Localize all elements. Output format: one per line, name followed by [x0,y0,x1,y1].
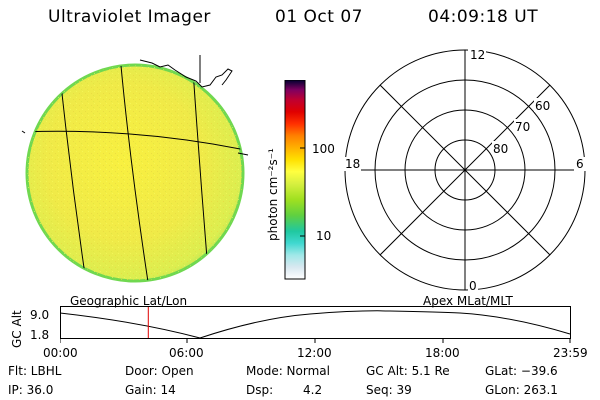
altitude-tick-low: 1.8 [30,328,50,342]
mlt-label-6: 6 [576,157,584,171]
time-tick-1800: 18:00 [425,346,460,360]
lat-label-70: 70 [515,120,530,134]
earth-disk-image [21,55,249,283]
seq-status: Seq: 39 [366,383,412,397]
apex-caption: Apex MLat/MLT [423,294,513,308]
time-tick-2359: 23:59 [553,346,588,360]
dsp-value: 4.2 [303,383,323,397]
filter-status: Flt: LBHL [8,364,62,378]
altitude-tick-high: 9.0 [30,308,50,322]
time-label: 04:09:18 UT [428,7,539,27]
mlt-label-0: 0 [469,279,477,293]
altitude-plot [60,306,571,343]
geographic-caption: Geographic Lat/Lon [70,294,188,308]
time-tick-0600: 06:00 [169,346,204,360]
ip-status: IP: 36.0 [8,383,54,397]
meridian-outside-left [21,130,26,134]
dsp-label: Dsp: [246,383,274,397]
altitude-curve [60,310,571,339]
colorbar-tick-10: 10 [316,229,332,243]
latitude-line-outside [237,152,249,156]
colorbar-unit-label: photon cm⁻²s⁻¹ [266,148,280,241]
date-label: 01 Oct 07 [275,7,363,27]
lat-label-80: 80 [493,142,508,156]
gain-status: Gain: 14 [125,383,176,397]
polar-plot: 12 6 0 18 60 70 80 [343,47,586,293]
glon-status: GLon: 263.1 [485,383,558,397]
colorbar [284,80,306,280]
coastline [139,59,233,88]
colorbar-tick-100: 100 [312,142,335,156]
time-tick-0000: 00:00 [43,346,78,360]
mlt-label-12: 12 [470,48,485,62]
lat-label-60: 60 [535,99,550,113]
door-status: Door: Open [125,364,194,378]
gc-alt-status: GC Alt: 5.1 Re [366,364,450,378]
time-tick-1200: 12:00 [297,346,332,360]
mode-status: Mode: Normal [246,364,330,378]
mlt-label-18: 18 [345,157,360,171]
altitude-axis-label: GC Alt [10,310,24,348]
glat-status: GLat: −39.6 [485,364,558,378]
instrument-title: Ultraviolet Imager [48,7,211,27]
